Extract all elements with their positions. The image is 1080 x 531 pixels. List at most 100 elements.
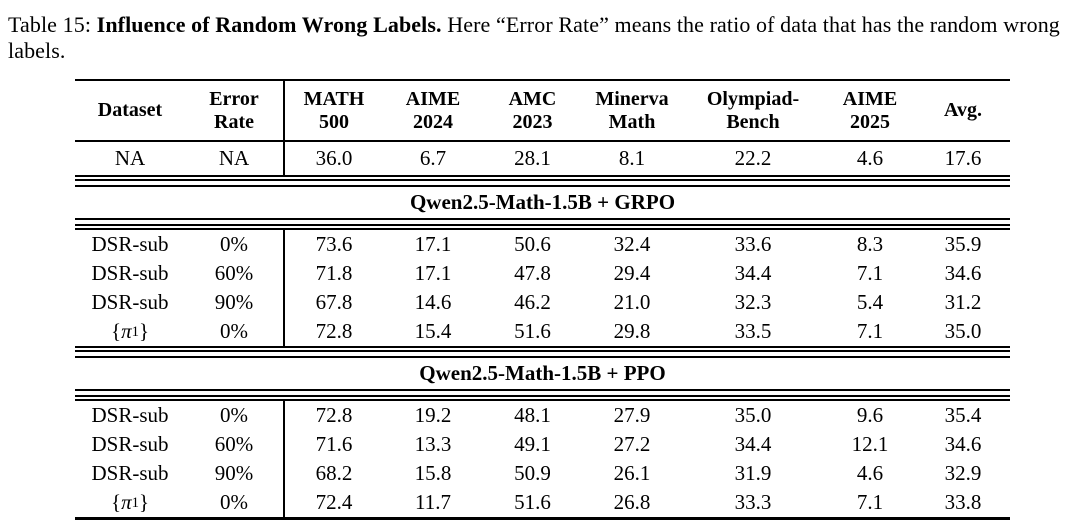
table-cell: 7.1 bbox=[856, 318, 884, 343]
table-cell: 31.2 bbox=[944, 289, 982, 314]
table-cell: 0% bbox=[185, 230, 285, 259]
table-cell: 0% bbox=[185, 488, 285, 517]
table-cell: 50.9 bbox=[514, 460, 551, 485]
table-cell: 35.9 bbox=[944, 231, 982, 256]
table-cell: 27.2 bbox=[613, 431, 651, 456]
table-cell: 8.1 bbox=[618, 145, 646, 170]
table-cell: 90% bbox=[185, 288, 285, 317]
column-header: Dataset bbox=[97, 99, 163, 121]
column-header: AIME 2025 bbox=[842, 87, 898, 133]
table-cell: 4.6 bbox=[856, 460, 884, 485]
table-cell: 50.6 bbox=[514, 231, 551, 256]
section-rule bbox=[75, 218, 1010, 220]
section-rule bbox=[75, 185, 1010, 187]
table-cell: 60% bbox=[185, 430, 285, 459]
table-cell: 35.0 bbox=[944, 318, 982, 343]
table-cell: 34.6 bbox=[944, 260, 982, 285]
table-cell: 26.8 bbox=[613, 489, 651, 514]
column-header: Error Rate bbox=[185, 81, 285, 140]
table-cell: DSR-sub bbox=[91, 260, 169, 285]
column-header: Minerva Math bbox=[595, 87, 669, 133]
table-row: DSR-sub 90% 68.2 15.8 50.9 26.1 31.9 4.6 32.9 bbox=[75, 459, 1010, 488]
table-cell: 51.6 bbox=[514, 318, 551, 343]
results-table: Dataset Error Rate MATH 500 AIME 2024 AMC 20… bbox=[75, 79, 1010, 520]
table-cell: 33.5 bbox=[734, 318, 772, 343]
table-cell: 21.0 bbox=[613, 289, 651, 314]
table-cell: 67.8 bbox=[315, 289, 353, 314]
table-cell: 60% bbox=[185, 259, 285, 288]
table-cell: 11.7 bbox=[415, 489, 451, 514]
table-cell: 6.7 bbox=[419, 145, 447, 170]
table-cell: DSR-sub bbox=[91, 460, 169, 485]
table-row: DSR-sub 60% 71.6 13.3 49.1 27.2 34.4 12.1 34.6 bbox=[75, 430, 1010, 459]
table-cell: 32.4 bbox=[613, 231, 651, 256]
table-cell: 35.0 bbox=[734, 402, 772, 427]
table-header-row: Dataset Error Rate MATH 500 AIME 2024 AMC 20… bbox=[75, 79, 1010, 142]
section-title: Qwen2.5-Math-1.5B + GRPO bbox=[409, 190, 676, 214]
table-cell: 71.6 bbox=[315, 431, 353, 456]
table-cell: DSR-sub bbox=[91, 431, 169, 456]
table-cell: 34.4 bbox=[734, 260, 772, 285]
section-rule bbox=[75, 395, 1010, 401]
table-cell: DSR-sub bbox=[91, 289, 169, 314]
table-cell: 28.1 bbox=[514, 145, 551, 170]
section-rule bbox=[75, 356, 1010, 358]
table-cell: 0% bbox=[185, 317, 285, 346]
table-cell: 33.3 bbox=[734, 489, 772, 514]
table-cell: 32.9 bbox=[944, 460, 982, 485]
column-header: Olympiad- Bench bbox=[706, 87, 800, 133]
table-cell: 15.8 bbox=[414, 460, 452, 485]
table-cell: 7.1 bbox=[856, 489, 884, 514]
column-header: MATH 500 bbox=[303, 87, 365, 133]
table-cell: 72.8 bbox=[315, 318, 353, 343]
table-row: DSR-sub 0% 73.6 17.1 50.6 32.4 33.6 8.3 35.9 bbox=[75, 230, 1010, 259]
table-cell: 51.6 bbox=[514, 489, 551, 514]
table-cell: NA bbox=[185, 142, 285, 175]
table-cell: 19.2 bbox=[414, 402, 452, 427]
column-header: Avg. bbox=[944, 99, 982, 121]
table-cell: 32.3 bbox=[734, 289, 772, 314]
table-cell: 73.6 bbox=[315, 231, 353, 256]
section-rule bbox=[75, 389, 1010, 391]
table-cell: 29.4 bbox=[613, 260, 651, 285]
table-cell: 17.1 bbox=[414, 260, 452, 285]
column-header: AMC 2023 bbox=[508, 87, 557, 133]
caption-text: Here “Error Rate” means the ratio of dat… bbox=[8, 12, 1060, 64]
column-header: AIME 2024 bbox=[405, 87, 461, 133]
table-cell: 33.6 bbox=[734, 231, 772, 256]
table-cell: 36.0 bbox=[315, 145, 353, 170]
table-cell: 71.8 bbox=[315, 260, 353, 285]
table-cell: {π 1} bbox=[110, 489, 150, 514]
section-title: Qwen2.5-Math-1.5B + PPO bbox=[419, 361, 666, 385]
table-cell: 17.6 bbox=[944, 145, 982, 170]
table-cell: {π 1} bbox=[110, 318, 150, 343]
table-cell: 68.2 bbox=[315, 460, 353, 485]
table-cell: 22.2 bbox=[734, 145, 772, 170]
table-cell: 31.9 bbox=[734, 460, 772, 485]
table-cell: 26.1 bbox=[613, 460, 651, 485]
table-cell: 49.1 bbox=[514, 431, 551, 456]
section-rule bbox=[75, 346, 1010, 352]
table-cell: 15.4 bbox=[414, 318, 452, 343]
table-bottom-rule bbox=[75, 517, 1010, 520]
section-rule bbox=[75, 175, 1010, 181]
table-cell: 90% bbox=[185, 459, 285, 488]
table-row: DSR-sub 60% 71.8 17.1 47.8 29.4 34.4 7.1 34.6 bbox=[75, 259, 1010, 288]
table-cell: 34.6 bbox=[944, 431, 982, 456]
table-row: DSR-sub 0% 72.8 19.2 48.1 27.9 35.0 9.6 35.4 bbox=[75, 401, 1010, 430]
table-row: {π 1} 0% 72.4 11.7 51.6 26.8 33.3 7.1 33.8 bbox=[75, 488, 1010, 517]
table-cell: 29.8 bbox=[613, 318, 651, 343]
table-cell: 14.6 bbox=[414, 289, 452, 314]
table-cell: 5.4 bbox=[856, 289, 884, 314]
table-cell: 47.8 bbox=[514, 260, 551, 285]
table-cell: 48.1 bbox=[514, 402, 551, 427]
table-caption: Table 15: Influence of Random Wrong Labe… bbox=[0, 0, 1080, 65]
table-cell: 72.8 bbox=[315, 402, 353, 427]
table-cell: 27.9 bbox=[613, 402, 651, 427]
table-cell: 17.1 bbox=[414, 231, 452, 256]
table-cell: DSR-sub bbox=[91, 231, 169, 256]
table-cell: 13.3 bbox=[414, 431, 452, 456]
caption-title: Influence of Random Wrong Labels. bbox=[96, 12, 442, 37]
table-row: NA NA 36.0 6.7 28.1 8.1 22.2 4.6 17.6 bbox=[75, 142, 1010, 175]
